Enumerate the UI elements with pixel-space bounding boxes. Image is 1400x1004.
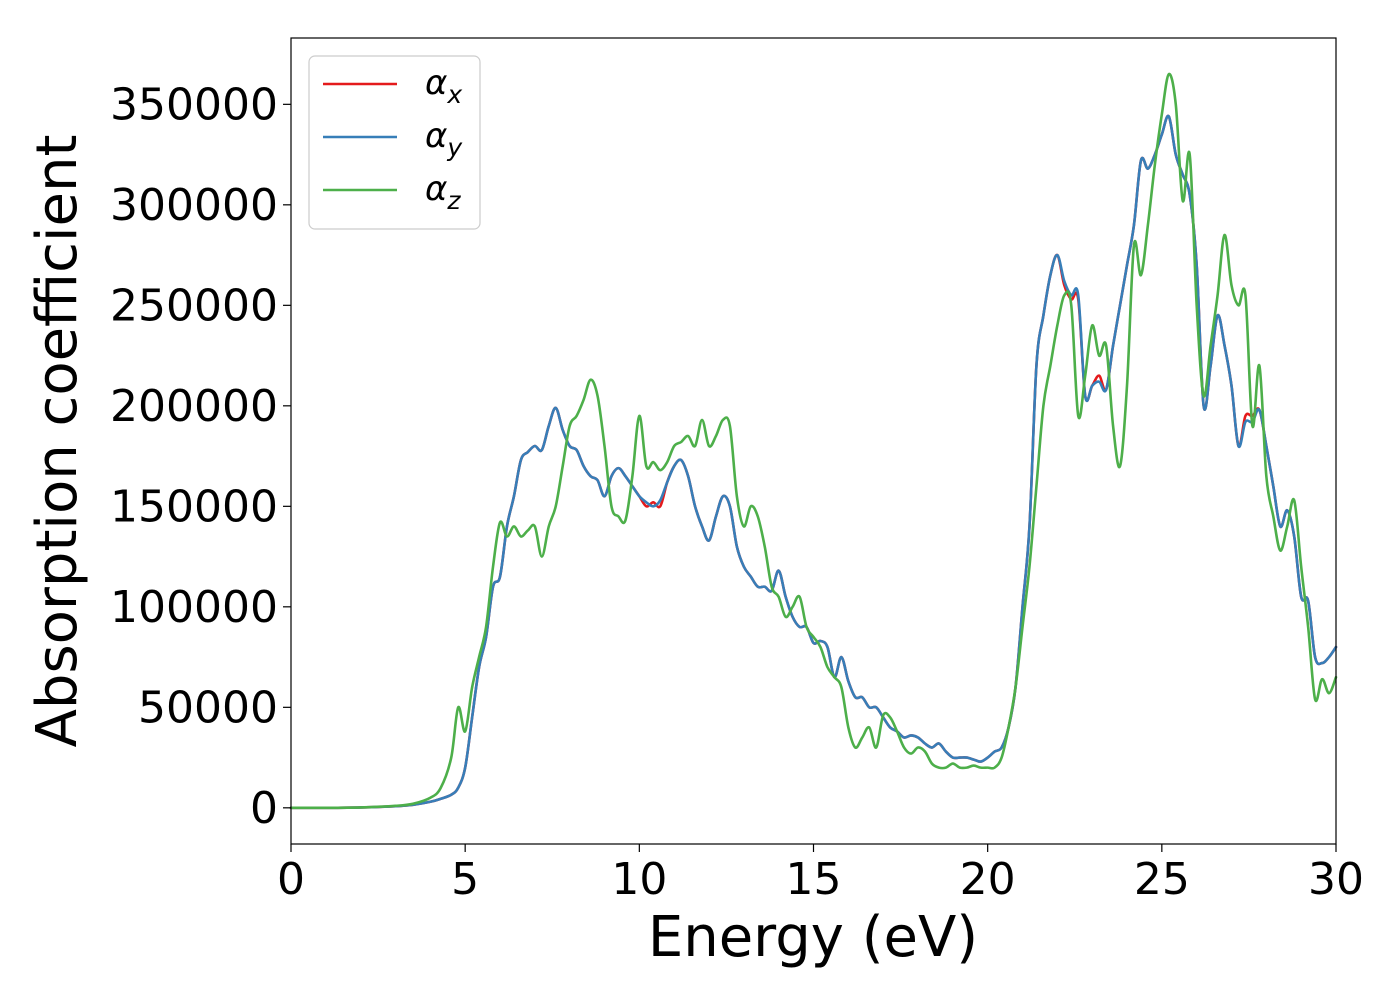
x-tick-label: 15 [786,854,842,905]
y-tick-label: 50000 [138,682,278,733]
x-tick-label: 20 [960,854,1016,905]
y-axis-title: Absorption coefficient [25,135,90,748]
y-tick-label: 150000 [110,481,278,532]
y-axis: 0 50000 100000 150000 200000 250000 300000 3500… [110,79,291,834]
x-tick-label: 0 [277,854,305,905]
x-tick-label: 25 [1134,854,1190,905]
y-tick-label: 250000 [110,280,278,331]
x-axis-title: Energy (eV) [648,905,978,970]
y-tick-label: 300000 [110,180,278,231]
y-tick-label: 100000 [110,582,278,633]
y-tick-label: 350000 [110,79,278,130]
x-tick-label: 10 [611,854,667,905]
x-tick-label: 30 [1308,854,1364,905]
y-tick-label: 200000 [110,381,278,432]
series-layer [289,72,1338,810]
x-axis: 0 5 10 15 20 25 30 [277,844,1364,905]
legend-label-3: αz [425,169,461,215]
legend-label-1: αx [425,63,462,109]
series-line-2 [289,114,1338,810]
x-tick-label: 5 [451,854,479,905]
y-tick-label: 0 [250,783,278,834]
legend: αx αy αz [308,55,481,230]
series-line-3 [289,72,1338,810]
legend-box [308,55,481,230]
legend-label-2: αy [425,116,463,162]
